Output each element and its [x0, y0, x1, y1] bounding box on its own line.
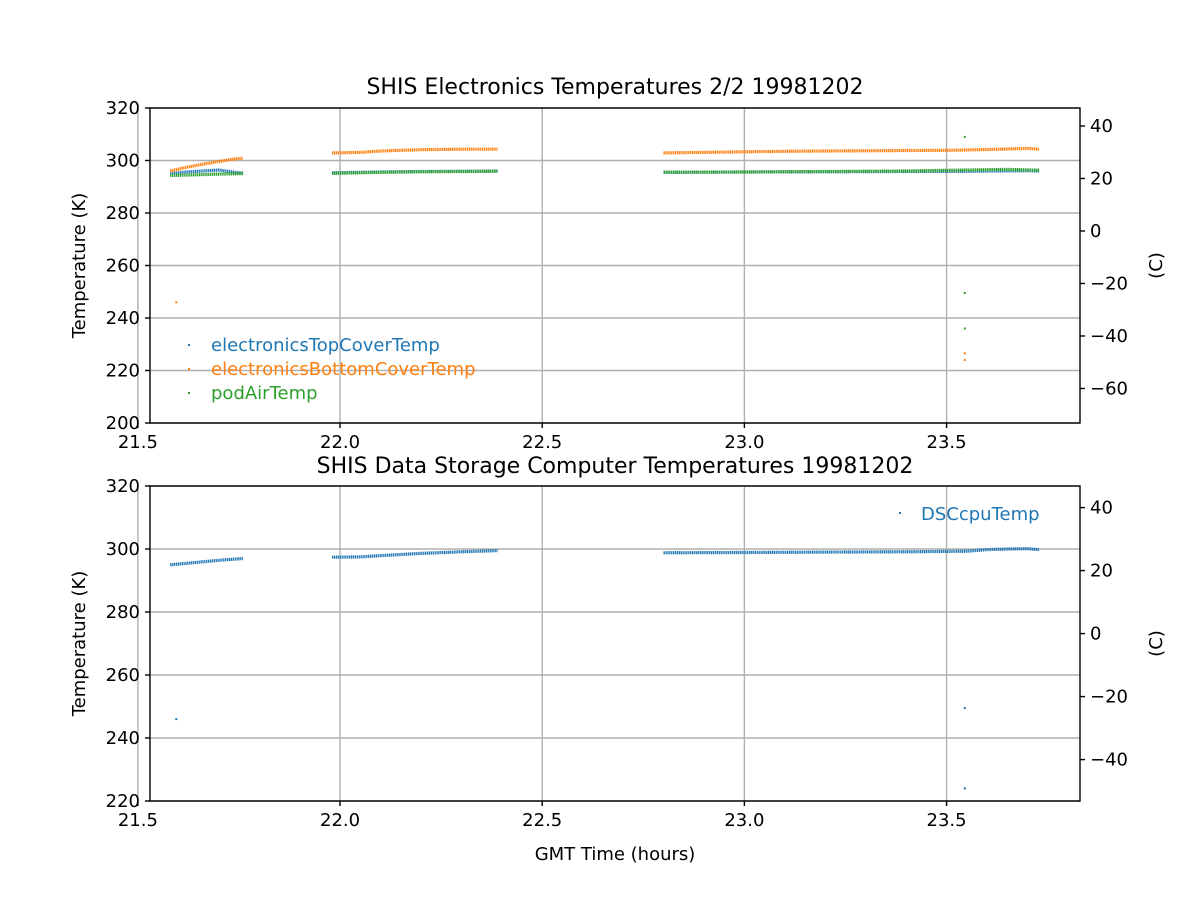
legend-label: DSCcpuTemp — [921, 504, 1040, 525]
y2-tick-label: 0 — [1090, 221, 1101, 242]
legend-label: electronicsTopCoverTemp — [211, 335, 440, 356]
legend: electronicsTopCoverTemp electronicsBotto… — [188, 335, 476, 404]
y2-axis-label: (C) — [1146, 630, 1167, 657]
y-tick-label: 220 — [106, 361, 140, 382]
data-point — [963, 292, 966, 295]
y2-tick-label: −20 — [1090, 273, 1128, 294]
data-point — [963, 707, 966, 710]
series-electronicsBottomCoverTemp — [169, 146, 1040, 361]
y-tick-label: 240 — [106, 728, 140, 749]
x-tick-label: 22.0 — [320, 810, 360, 831]
data-point — [175, 718, 178, 721]
x-tick-label: 22.5 — [522, 810, 562, 831]
y-tick-label: 240 — [106, 308, 140, 329]
data-marks — [169, 135, 1040, 361]
y2-tick-label: −60 — [1090, 378, 1128, 399]
legend-marker — [899, 512, 901, 514]
y2-tick-label: 20 — [1090, 168, 1113, 189]
chart-title: SHIS Electronics Temperatures 2/2 199812… — [366, 75, 863, 100]
y-tick-label: 320 — [106, 98, 140, 119]
y-tick-label: 300 — [106, 151, 140, 172]
series-segment — [170, 168, 244, 176]
y2-tick-label: −40 — [1090, 750, 1128, 771]
data-storage-computer-temperatures-chart: 21.5 22.0 22.5 23.0 23.5 220 240 260 280 300 320 −4… — [69, 454, 1167, 865]
series-segment — [331, 549, 498, 559]
series-segment — [663, 167, 1040, 174]
y2-tick-label: −20 — [1090, 687, 1128, 708]
series-segment — [169, 156, 244, 173]
y-tick-label: 300 — [106, 539, 140, 560]
data-point — [963, 352, 966, 355]
legend-label: podAirTemp — [211, 383, 318, 404]
y-tick-label: 260 — [106, 256, 140, 277]
series-segment — [170, 172, 244, 178]
y-tick-label: 220 — [106, 791, 140, 812]
series-DSCcpuTemp — [170, 547, 1040, 790]
legend-marker — [188, 392, 190, 394]
series-segment — [331, 169, 498, 175]
x-tick-label: 21.5 — [118, 432, 158, 453]
y2-tick-label: −40 — [1090, 326, 1128, 347]
data-point — [963, 135, 966, 138]
legend-label: electronicsBottomCoverTemp — [211, 359, 476, 380]
y2-tick-label: 20 — [1090, 561, 1113, 582]
y-axis-label: Temperature (K) — [69, 571, 90, 718]
axis-ticks: 21.5 22.0 22.5 23.0 23.5 220 240 260 280 300 320 −4… — [106, 476, 1128, 831]
x-tick-label: 21.5 — [118, 810, 158, 831]
x-tick-label: 23.5 — [927, 810, 967, 831]
data-marks — [170, 547, 1040, 790]
legend-marker — [188, 368, 190, 370]
y-tick-label: 280 — [106, 602, 140, 623]
x-tick-label: 23.5 — [927, 432, 967, 453]
axis-ticks: 21.5 22.0 22.5 23.0 23.520022024026028030032… — [106, 98, 1128, 453]
y-tick-label: 200 — [106, 413, 140, 434]
y-tick-label: 260 — [106, 665, 140, 686]
legend-marker — [188, 344, 190, 346]
series-segment — [663, 146, 1040, 155]
chart-title: SHIS Data Storage Computer Temperatures … — [317, 454, 914, 479]
series-segment — [170, 556, 244, 567]
y-axis-label: Temperature (K) — [69, 193, 90, 340]
electronics-temperatures-chart: 21.5 22.0 22.5 23.0 23.520022024026028030032… — [69, 75, 1167, 453]
y-tick-label: 320 — [106, 476, 140, 497]
series-segment — [331, 147, 498, 155]
y2-axis-label: (C) — [1146, 252, 1167, 279]
legend: DSCcpuTemp — [899, 504, 1040, 525]
x-tick-label: 23.0 — [724, 810, 764, 831]
y2-tick-label: 40 — [1090, 116, 1113, 137]
plot-frame — [149, 485, 1081, 802]
series-segment — [663, 547, 1040, 555]
y2-tick-label: 0 — [1090, 624, 1101, 645]
series-podAirTemp — [170, 135, 1040, 330]
x-tick-label: 22.0 — [320, 432, 360, 453]
x-tick-label: 22.5 — [522, 432, 562, 453]
data-point — [175, 301, 178, 304]
data-point — [963, 359, 966, 361]
data-point — [963, 787, 966, 790]
y-tick-label: 280 — [106, 203, 140, 224]
x-axis-label: GMT Time (hours) — [535, 844, 696, 865]
x-tick-label: 23.0 — [724, 432, 764, 453]
y2-tick-label: 40 — [1090, 498, 1113, 519]
data-point — [963, 327, 966, 330]
